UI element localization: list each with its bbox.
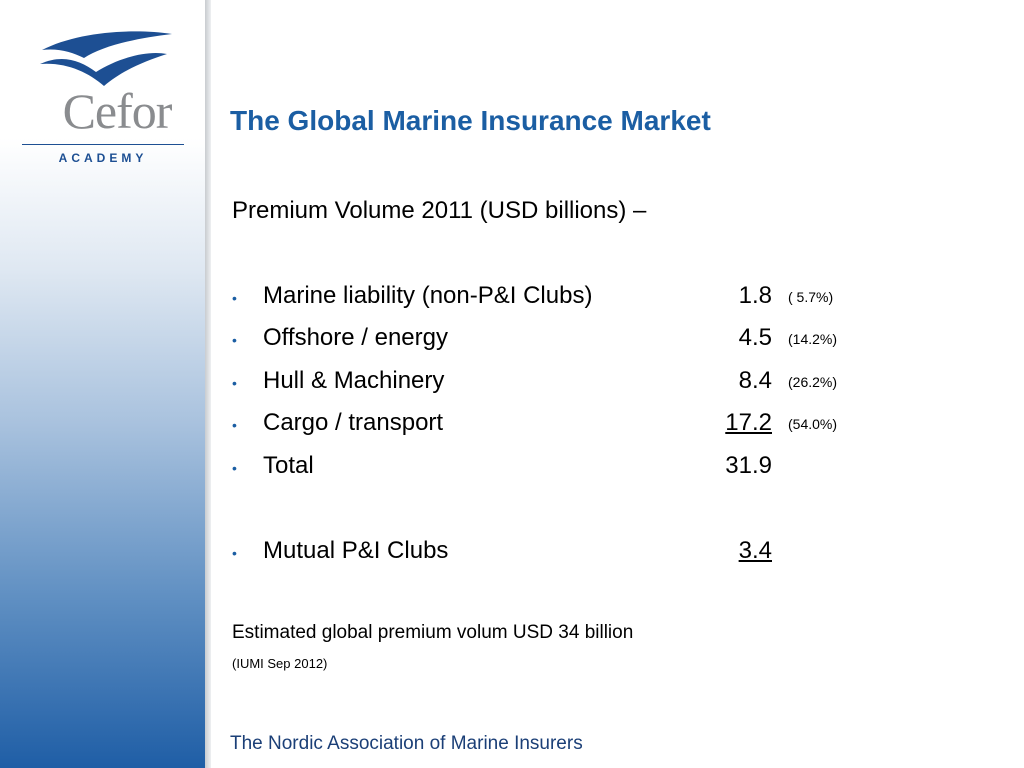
bullet-icon: •: [232, 460, 237, 476]
row-label: Marine liability (non-P&I Clubs): [263, 282, 593, 309]
logo-tagline: ACADEMY: [58, 151, 148, 165]
footer-text: The Nordic Association of Marine Insurer…: [230, 733, 583, 754]
source-citation: (IUMI Sep 2012): [232, 656, 328, 671]
bullet-icon: •: [232, 332, 237, 348]
cefor-logo: Cefor ACADEMY: [22, 28, 187, 168]
row-value: 31.9: [725, 452, 772, 479]
row-label: Mutual P&I Clubs: [263, 537, 449, 564]
list-item: • Mutual P&I Clubs 3.4: [232, 537, 872, 567]
logo-rule: [22, 144, 184, 145]
row-value: 8.4: [738, 367, 772, 394]
row-value: 4.5: [738, 324, 772, 351]
bullet-icon: •: [232, 545, 237, 561]
bullet-icon: •: [232, 290, 237, 306]
list-item: • Cargo / transport 17.2 (54.0%): [232, 409, 872, 439]
row-label: Cargo / transport: [263, 409, 444, 436]
estimate-note: Estimated global premium volum USD 34 bi…: [232, 622, 634, 643]
row-label: Offshore / energy: [263, 324, 448, 351]
bullet-icon: •: [232, 417, 237, 433]
list-item: • Marine liability (non-P&I Clubs) 1.8 (…: [232, 282, 872, 312]
list-item: • Hull & Machinery 8.4 (26.2%): [232, 367, 872, 397]
slide-subtitle: Premium Volume 2011 (USD billions) –: [232, 197, 647, 224]
row-label: Hull & Machinery: [263, 367, 445, 394]
row-share: (26.2%): [788, 374, 838, 390]
logo-wordmark: Cefor: [62, 83, 173, 139]
row-label: Total: [263, 452, 314, 479]
list-item: • Offshore / energy 4.5 (14.2%): [232, 324, 872, 354]
row-value: 3.4: [738, 537, 772, 564]
bullet-icon: •: [232, 375, 237, 391]
row-share: (54.0%): [788, 416, 838, 432]
sidebar-gradient: [0, 0, 205, 768]
row-value: 1.8: [738, 282, 772, 309]
row-share: ( 5.7%): [788, 289, 834, 305]
list-item: • Total 31.9: [232, 452, 872, 482]
row-value: 17.2: [725, 409, 772, 436]
wave-icon: [40, 31, 172, 86]
slide-title: The Global Marine Insurance Market: [230, 105, 711, 136]
row-share: (14.2%): [788, 331, 838, 347]
sidebar-divider: [205, 0, 211, 768]
